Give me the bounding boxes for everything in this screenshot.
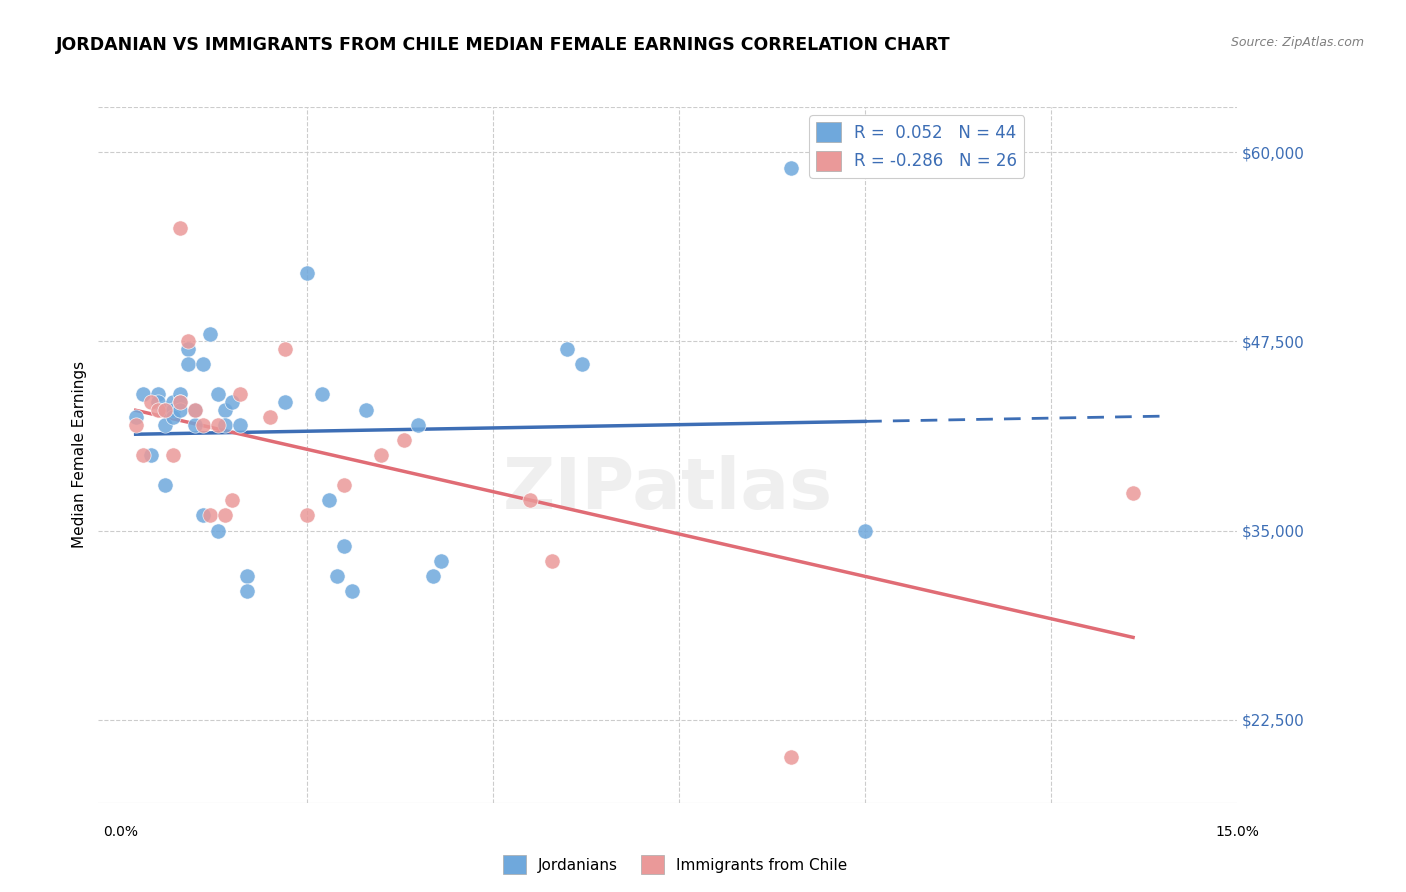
Point bbox=[139, 395, 162, 409]
Point bbox=[430, 554, 453, 568]
Point bbox=[557, 342, 579, 356]
Point bbox=[132, 448, 155, 462]
Point bbox=[198, 326, 221, 341]
Point bbox=[236, 584, 259, 599]
Point bbox=[124, 410, 146, 425]
Point bbox=[295, 508, 318, 523]
Text: ZIPatlas: ZIPatlas bbox=[503, 455, 832, 524]
Point bbox=[155, 402, 177, 417]
Point bbox=[779, 161, 801, 175]
Point bbox=[214, 417, 236, 432]
Y-axis label: Median Female Earnings: Median Female Earnings bbox=[72, 361, 87, 549]
Point bbox=[207, 417, 229, 432]
Point bbox=[198, 508, 221, 523]
Point bbox=[221, 395, 243, 409]
Text: 0.0%: 0.0% bbox=[103, 825, 138, 839]
Point bbox=[169, 221, 191, 235]
Point bbox=[155, 478, 177, 492]
Point bbox=[408, 417, 430, 432]
Point bbox=[236, 569, 259, 583]
Point bbox=[169, 395, 191, 409]
Point bbox=[184, 402, 207, 417]
Point bbox=[169, 395, 191, 409]
Point bbox=[139, 448, 162, 462]
Point bbox=[571, 357, 593, 371]
Point bbox=[177, 334, 200, 349]
Point bbox=[155, 417, 177, 432]
Point bbox=[191, 417, 214, 432]
Point bbox=[325, 569, 347, 583]
Point bbox=[169, 387, 191, 401]
Point bbox=[340, 584, 363, 599]
Legend: Jordanians, Immigrants from Chile: Jordanians, Immigrants from Chile bbox=[496, 849, 853, 880]
Point bbox=[146, 395, 169, 409]
Point bbox=[318, 493, 340, 508]
Point bbox=[207, 524, 229, 538]
Point bbox=[370, 448, 392, 462]
Point bbox=[184, 402, 207, 417]
Point bbox=[311, 387, 333, 401]
Point bbox=[541, 554, 564, 568]
Point bbox=[162, 448, 184, 462]
Point bbox=[177, 342, 200, 356]
Point bbox=[177, 357, 200, 371]
Point bbox=[273, 342, 295, 356]
Point bbox=[146, 402, 169, 417]
Point bbox=[146, 387, 169, 401]
Point bbox=[184, 417, 207, 432]
Point bbox=[229, 387, 252, 401]
Point bbox=[214, 402, 236, 417]
Point bbox=[1122, 485, 1144, 500]
Point bbox=[169, 402, 191, 417]
Point bbox=[333, 539, 356, 553]
Point bbox=[273, 395, 295, 409]
Point bbox=[207, 387, 229, 401]
Point bbox=[259, 410, 281, 425]
Point bbox=[124, 417, 146, 432]
Point bbox=[853, 524, 876, 538]
Legend: R =  0.052   N = 44, R = -0.286   N = 26: R = 0.052 N = 44, R = -0.286 N = 26 bbox=[810, 115, 1024, 178]
Point bbox=[162, 395, 184, 409]
Text: 15.0%: 15.0% bbox=[1215, 825, 1260, 839]
Text: Source: ZipAtlas.com: Source: ZipAtlas.com bbox=[1230, 36, 1364, 49]
Point bbox=[519, 493, 541, 508]
Point bbox=[333, 478, 356, 492]
Point bbox=[162, 402, 184, 417]
Point bbox=[132, 387, 155, 401]
Point bbox=[191, 357, 214, 371]
Point bbox=[779, 750, 801, 764]
Point bbox=[191, 508, 214, 523]
Point bbox=[214, 508, 236, 523]
Point bbox=[392, 433, 415, 447]
Text: JORDANIAN VS IMMIGRANTS FROM CHILE MEDIAN FEMALE EARNINGS CORRELATION CHART: JORDANIAN VS IMMIGRANTS FROM CHILE MEDIA… bbox=[56, 36, 950, 54]
Point bbox=[295, 267, 318, 281]
Point bbox=[356, 402, 378, 417]
Point bbox=[229, 417, 252, 432]
Point bbox=[162, 410, 184, 425]
Point bbox=[422, 569, 444, 583]
Point bbox=[221, 493, 243, 508]
Point bbox=[155, 402, 177, 417]
